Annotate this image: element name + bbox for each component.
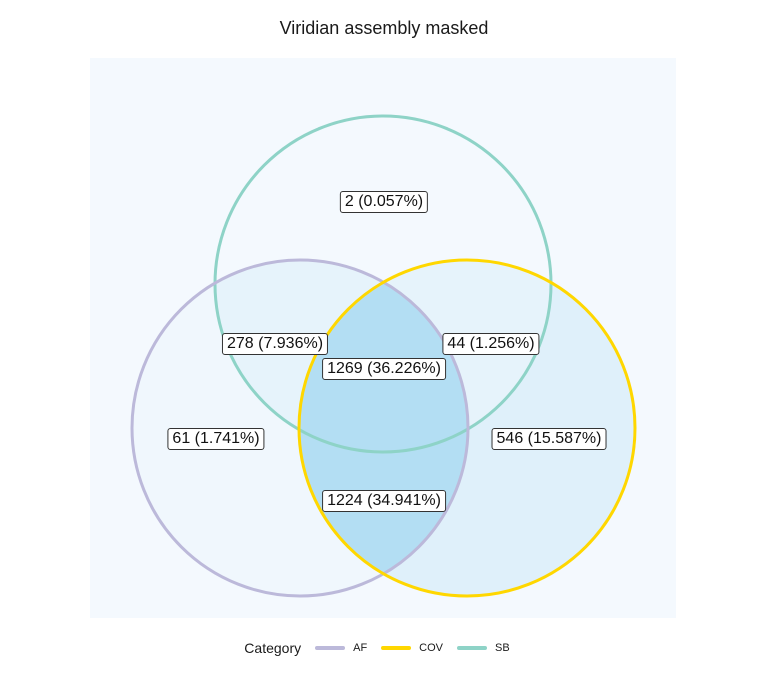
legend-label-af: AF [353, 642, 368, 654]
region-label-sb-only: 2 (0.057%) [339, 191, 429, 213]
legend-swatch-af [315, 646, 346, 650]
legend-label-cov: COV [419, 642, 444, 654]
cov-circle [297, 258, 637, 598]
legend-swatch-cov [381, 646, 412, 650]
region-label-af-sb: 278 (7.936%) [221, 333, 329, 355]
region-label-af-only: 61 (1.741%) [167, 428, 265, 450]
legend-swatch-sb [457, 646, 488, 650]
region-label-af-cov-sb: 1269 (36.226%) [322, 358, 446, 380]
legend-item-cov: COV [381, 642, 443, 654]
chart-title: Viridian assembly masked [279, 18, 489, 38]
legend-title: Category [244, 640, 302, 656]
legend-item-af: AF [315, 642, 367, 654]
legend-label-sb: SB [495, 642, 510, 654]
legend-item-sb: SB [457, 642, 510, 654]
af-circle [130, 258, 470, 598]
legend: Category AF COV SB [0, 640, 768, 656]
region-label-cov-sb: 44 (1.256%) [442, 333, 540, 355]
region-label-af-cov: 1224 (34.941%) [322, 490, 446, 512]
region-label-cov-only: 546 (15.587%) [491, 428, 607, 450]
